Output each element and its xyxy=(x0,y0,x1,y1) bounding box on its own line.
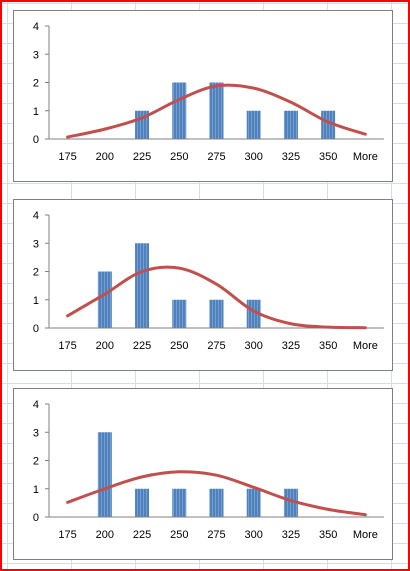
y-tick-label: 4 xyxy=(33,399,39,411)
y-tick-label: 2 xyxy=(33,456,39,468)
x-tick-label: 275 xyxy=(207,151,225,163)
x-tick-label: 300 xyxy=(245,529,263,541)
x-tick-label: 300 xyxy=(245,151,263,163)
x-tick-label: 350 xyxy=(319,340,337,352)
histogram-bar-275[interactable] xyxy=(209,488,224,517)
x-tick-label: 200 xyxy=(96,340,114,352)
y-tick-label: 3 xyxy=(33,238,39,250)
x-tick-label: 275 xyxy=(207,340,225,352)
y-tick-label: 1 xyxy=(33,484,39,496)
normal-curve-line[interactable] xyxy=(66,265,367,330)
histogram-bar-300[interactable] xyxy=(246,299,261,328)
histogram-bar-300[interactable] xyxy=(246,110,261,139)
histogram-bar-250[interactable] xyxy=(172,82,187,140)
chart-svg: 0 1 2 3 4 175 200 225 250 275 300 325 350 More xyxy=(33,210,384,352)
x-tick-label: 175 xyxy=(58,340,76,352)
histogram-bar-325[interactable] xyxy=(283,488,298,517)
y-tick-label: 4 xyxy=(33,21,39,33)
x-tick-label: 325 xyxy=(282,340,300,352)
histogram-bar-350[interactable] xyxy=(321,110,336,139)
x-tick-label: More xyxy=(353,340,378,352)
histogram-bar-275[interactable] xyxy=(209,82,224,140)
histogram-bar-225[interactable] xyxy=(135,243,150,328)
y-tick-label: 0 xyxy=(33,134,39,146)
y-tick-label: 1 xyxy=(33,106,39,118)
x-tick-label: 350 xyxy=(319,151,337,163)
x-tick-label: 275 xyxy=(207,529,225,541)
y-tick-label: 4 xyxy=(33,210,39,222)
y-tick-label: 3 xyxy=(33,427,39,439)
histogram-chart-3[interactable]: 0 1 2 3 4 175 200 225 250 275 300 325 350 More xyxy=(13,388,393,560)
histogram-chart-2[interactable]: 0 1 2 3 4 175 200 225 250 275 300 325 350 More xyxy=(13,199,393,371)
histogram-chart-1[interactable]: 0 1 2 3 4 175 200 225 250 275 300 325 350 More xyxy=(13,10,393,182)
histogram-bar-200[interactable] xyxy=(97,432,112,517)
x-tick-label: 325 xyxy=(282,529,300,541)
normal-curve-line[interactable] xyxy=(66,470,367,517)
normal-curve-line[interactable] xyxy=(66,83,367,139)
x-tick-label: 225 xyxy=(133,340,151,352)
x-tick-label: 225 xyxy=(133,529,151,541)
x-tick-label: 350 xyxy=(319,529,337,541)
histogram-bar-250[interactable] xyxy=(172,299,187,328)
y-tick-label: 1 xyxy=(33,295,39,307)
x-tick-label: 300 xyxy=(245,340,263,352)
x-tick-label: 250 xyxy=(170,151,188,163)
x-tick-label: 200 xyxy=(96,529,114,541)
histogram-bar-275[interactable] xyxy=(209,299,224,328)
x-tick-label: 175 xyxy=(58,151,76,163)
y-tick-label: 0 xyxy=(33,512,39,524)
y-tick-label: 2 xyxy=(33,78,39,90)
x-tick-label: 325 xyxy=(282,151,300,163)
chart-svg: 0 1 2 3 4 175 200 225 250 275 300 325 350 More xyxy=(33,399,384,541)
x-tick-label: 175 xyxy=(58,529,76,541)
y-tick-label: 0 xyxy=(33,323,39,335)
x-tick-label: More xyxy=(353,151,378,163)
histogram-bar-300[interactable] xyxy=(246,488,261,517)
x-tick-label: 225 xyxy=(133,151,151,163)
histogram-bar-200[interactable] xyxy=(97,271,112,329)
chart-svg: 0 1 2 3 4 175 200 225 250 275 300 325 350 More xyxy=(33,21,384,163)
y-tick-label: 2 xyxy=(33,267,39,279)
x-tick-label: 250 xyxy=(170,529,188,541)
x-tick-label: 250 xyxy=(170,340,188,352)
histogram-bar-325[interactable] xyxy=(283,110,298,139)
histogram-bar-250[interactable] xyxy=(172,488,187,517)
histogram-bar-225[interactable] xyxy=(135,488,150,517)
x-tick-label: 200 xyxy=(96,151,114,163)
x-tick-label: More xyxy=(353,529,378,541)
y-tick-label: 3 xyxy=(33,49,39,61)
